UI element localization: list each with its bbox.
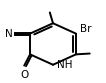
Text: O: O bbox=[20, 70, 28, 80]
Text: NH: NH bbox=[57, 60, 73, 70]
Text: Br: Br bbox=[80, 24, 92, 34]
Text: N: N bbox=[5, 29, 13, 39]
